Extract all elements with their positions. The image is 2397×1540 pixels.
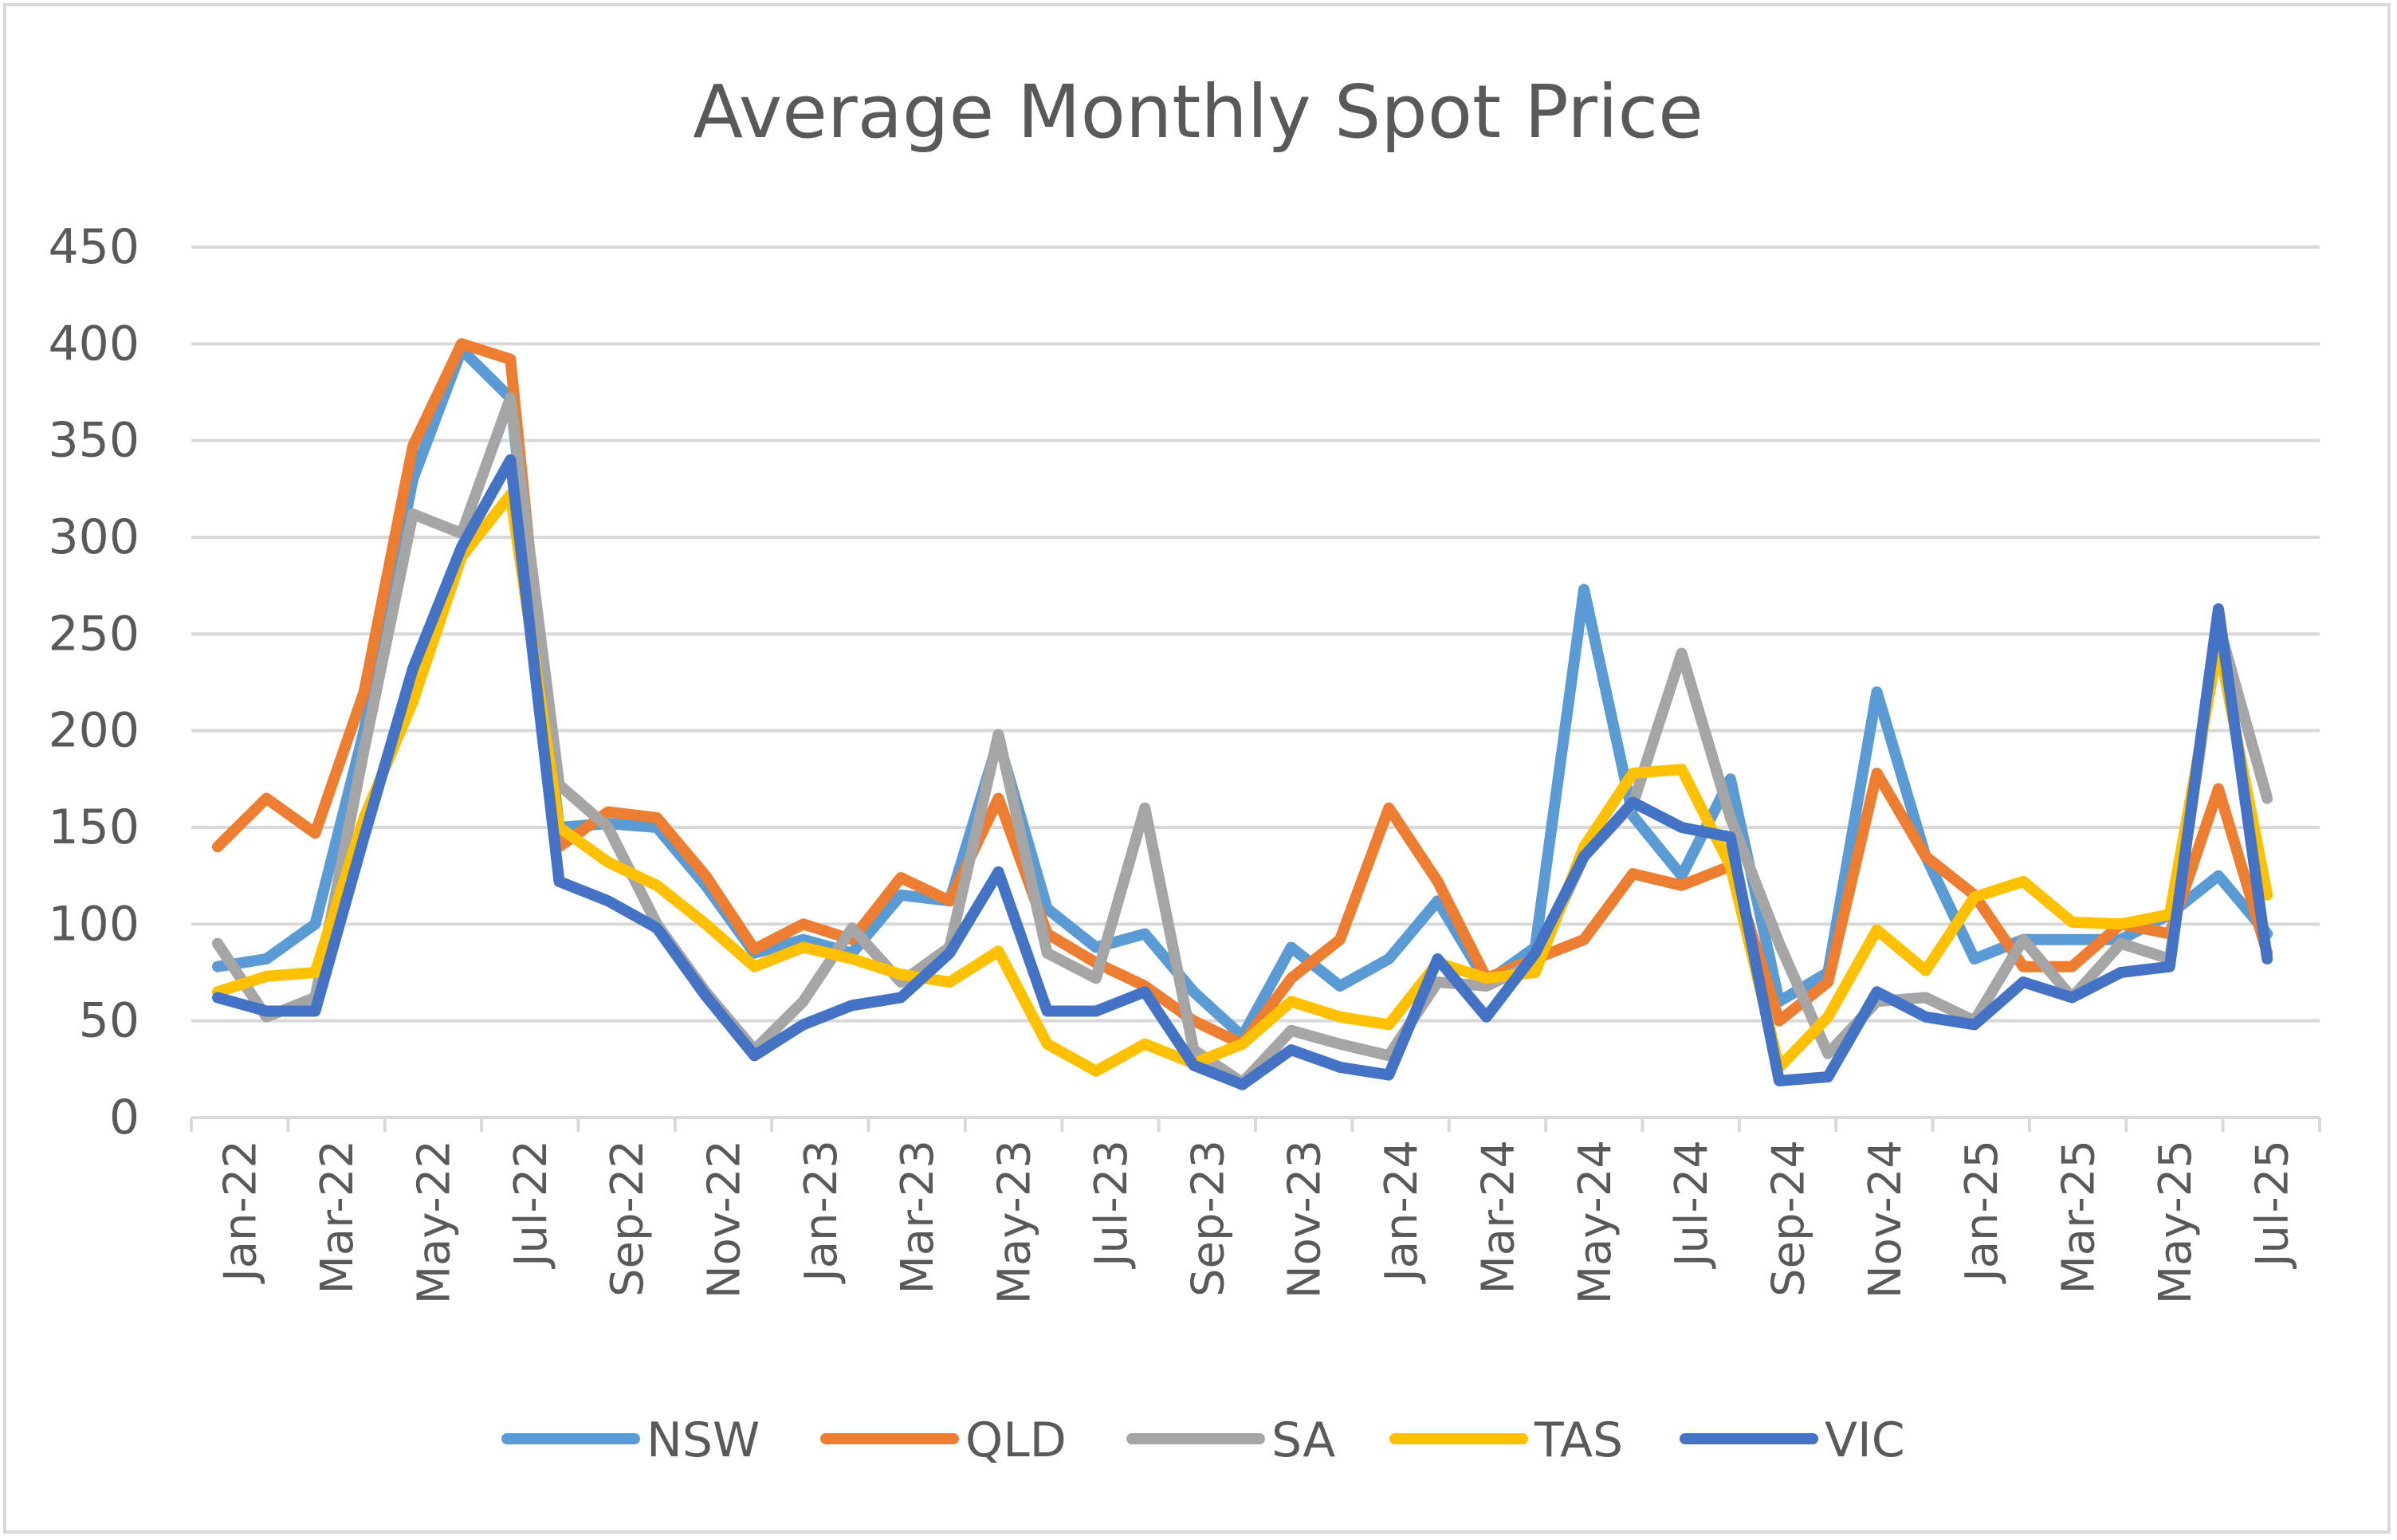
y-tick-label: 250	[48, 606, 139, 662]
y-tick-label: 100	[48, 896, 139, 952]
x-axis: Jan-22 Mar-22 May-22 Jul-22 Sep-22 Nov-22 Jan-…	[190, 1116, 2321, 1304]
x-tick-label: May-22	[408, 1140, 460, 1304]
x-tick-label: Jul-23	[1086, 1140, 1138, 1269]
x-tick-label: Jan-24	[1376, 1140, 1428, 1284]
series-line-tas	[212, 489, 2273, 1077]
x-tick-label: Sep-24	[1763, 1140, 1815, 1297]
y-tick-label: 0	[109, 1090, 139, 1145]
x-tick-label: Nov-23	[1279, 1140, 1331, 1298]
x-tick-label: Jan-23	[796, 1140, 847, 1284]
y-tick-label: 450	[48, 219, 139, 275]
series-line-vic	[212, 454, 2273, 1090]
series-layer	[212, 338, 2273, 1090]
chart-title: Average Monthly Spot Price	[693, 69, 1703, 155]
x-tick-label: May-23	[989, 1140, 1041, 1304]
chart-frame	[3, 3, 2391, 1534]
y-tick-label: 200	[48, 703, 139, 759]
legend-label-tas: TAS	[1534, 1412, 1623, 1468]
x-tick-label: Jan-22	[215, 1140, 267, 1284]
x-tick-label: Jul-25	[2246, 1140, 2298, 1269]
series-line-sa	[212, 392, 2273, 1089]
x-tick-label: Jul-22	[505, 1140, 557, 1269]
legend-label-vic: VIC	[1825, 1412, 1905, 1468]
y-tick-label: 150	[48, 799, 139, 855]
x-tick-label: Sep-22	[602, 1140, 654, 1297]
legend-label-nsw: NSW	[646, 1412, 760, 1468]
x-tick-label: Mar-22	[312, 1140, 363, 1294]
x-tick-label: Mar-24	[1472, 1140, 1524, 1294]
y-tick-label: 300	[48, 509, 139, 565]
legend-label-qld: QLD	[965, 1412, 1067, 1468]
x-tick-label: Nov-24	[1860, 1140, 1912, 1298]
x-tick-label: Nov-22	[699, 1140, 751, 1298]
x-tick-label: May-25	[2150, 1140, 2202, 1304]
legend: NSW QLD SA TAS VIC	[501, 1412, 1905, 1468]
x-tick-label: May-24	[1570, 1140, 1621, 1304]
x-tick-label: Jan-25	[1956, 1140, 2008, 1284]
x-tick-label: Mar-25	[2053, 1140, 2105, 1294]
x-tick-label: Jul-24	[1666, 1140, 1718, 1269]
y-axis: 0 50 100 150 200 250 300 350 400 450	[48, 219, 139, 1145]
y-tick-label: 400	[48, 316, 139, 371]
y-tick-label: 350	[48, 413, 139, 469]
legend-label-sa: SA	[1271, 1412, 1335, 1468]
x-tick-label: Mar-23	[892, 1140, 944, 1294]
x-tick-label: Sep-23	[1182, 1140, 1234, 1297]
y-tick-label: 50	[79, 993, 139, 1049]
